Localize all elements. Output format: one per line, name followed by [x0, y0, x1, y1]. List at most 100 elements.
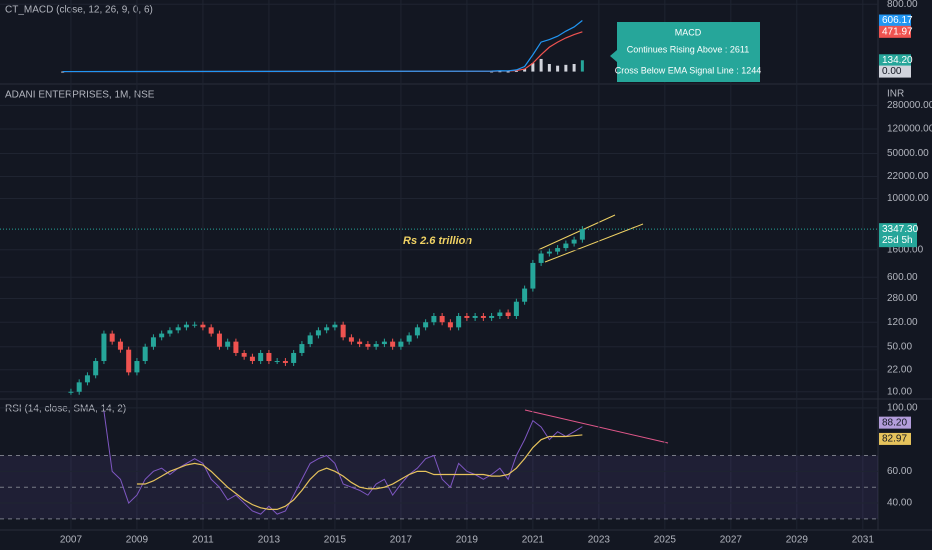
candle — [274, 361, 280, 363]
histogram-bar — [506, 71, 510, 73]
annotation: Rs 2.6 trillion — [403, 235, 472, 247]
last-value-label-bg — [879, 14, 911, 27]
candle — [282, 361, 288, 363]
x-tick-label: 2029 — [786, 535, 809, 546]
candle — [324, 327, 330, 331]
histogram-bar — [514, 70, 518, 72]
candle — [93, 361, 99, 376]
candle — [291, 352, 297, 363]
candle — [208, 327, 214, 334]
y-tick-label: 50.00 — [887, 341, 912, 352]
candle — [464, 316, 470, 318]
candle — [101, 333, 107, 362]
histogram-bar — [539, 58, 543, 72]
candle — [555, 248, 561, 252]
last-price-bg — [879, 223, 917, 248]
candle — [76, 382, 82, 392]
candle — [249, 356, 255, 362]
axis-unit: INR — [887, 89, 904, 100]
candle — [381, 341, 387, 345]
y-tick-label: 120.00 — [887, 317, 918, 328]
series-line — [62, 20, 583, 73]
y-tick-label: 600.00 — [887, 272, 918, 283]
histogram-bar — [564, 64, 568, 72]
y-tick-label: 60.00 — [887, 466, 912, 477]
candle — [348, 337, 354, 342]
candle — [84, 375, 90, 383]
candle — [505, 312, 511, 317]
y-tick-label: 10.00 — [887, 386, 912, 397]
candle — [406, 335, 412, 342]
candle — [233, 341, 239, 353]
channel-line — [544, 223, 644, 263]
y-tick-label: 800.00 — [887, 0, 918, 10]
candle — [258, 352, 264, 362]
candle — [68, 391, 74, 393]
candle — [497, 312, 503, 317]
candle — [225, 341, 231, 347]
candle — [109, 333, 115, 342]
y-tick-label: 100.00 — [887, 403, 918, 414]
y-tick-label: 10000.00 — [887, 193, 929, 204]
macd-title: CT_MACD (close, 12, 26, 9, 0, 6) — [5, 5, 153, 16]
series-line — [103, 411, 583, 515]
series-line — [136, 434, 583, 510]
histogram-bar — [531, 63, 535, 72]
candle — [472, 316, 478, 318]
histogram-bar — [556, 65, 560, 72]
last-value-label-bg — [879, 25, 911, 38]
candle — [571, 239, 577, 244]
tooltip: MACD Continues Rising Above : 2611 Cross… — [610, 22, 761, 82]
y-tick-label: 1600.00 — [887, 244, 924, 255]
candle — [439, 316, 445, 323]
candle — [546, 251, 552, 254]
candle — [447, 322, 453, 328]
histogram-bar — [547, 64, 551, 72]
y-tick-label: 120000.00 — [887, 124, 932, 135]
candle — [431, 316, 437, 323]
x-tick-label: 2025 — [654, 535, 677, 546]
candle — [530, 262, 536, 289]
x-tick-label: 2027 — [720, 535, 743, 546]
rsi-trendline — [524, 409, 669, 444]
last-value-label-bg — [879, 416, 911, 429]
candle — [266, 352, 272, 362]
zero-label-bg — [879, 65, 911, 78]
candle — [332, 324, 338, 328]
histogram-bar — [580, 60, 584, 72]
histogram-bar — [498, 71, 502, 73]
tooltip-line: Continues Rising Above : 2611 — [627, 44, 749, 54]
x-tick-label: 2023 — [588, 535, 611, 546]
rsi-title: RSI (14, close, SMA, 14, 2) — [5, 404, 126, 415]
candle — [192, 324, 198, 326]
x-tick-label: 2031 — [852, 535, 875, 546]
candle — [489, 316, 495, 318]
candle — [522, 288, 528, 302]
candle — [200, 324, 206, 328]
last-value-label: 606.17 — [882, 15, 913, 26]
candle — [307, 335, 313, 345]
y-tick-label: 50000.00 — [887, 148, 929, 159]
tooltip-title: MACD — [675, 27, 702, 37]
candle — [315, 330, 321, 336]
x-tick-label: 2007 — [60, 535, 83, 546]
countdown: 25d 5h — [882, 235, 913, 246]
price-title: ADANI ENTERPRISES, 1M, NSE — [5, 90, 155, 101]
histogram-bar — [61, 71, 65, 73]
histogram-bar — [523, 69, 527, 72]
candle — [340, 324, 346, 338]
candle — [563, 243, 569, 249]
channel-line — [537, 214, 616, 251]
x-tick-label: 2011 — [192, 535, 214, 546]
candle — [117, 341, 123, 350]
x-tick-label: 2015 — [324, 535, 347, 546]
candle — [414, 327, 420, 336]
last-value-label: 88.20 — [882, 417, 907, 428]
candle — [241, 352, 247, 357]
candle — [299, 344, 305, 353]
tooltip-line: Cross Below EMA Signal Line : 1244 — [615, 65, 762, 75]
tooltip-box — [610, 22, 760, 82]
candle — [373, 344, 379, 347]
